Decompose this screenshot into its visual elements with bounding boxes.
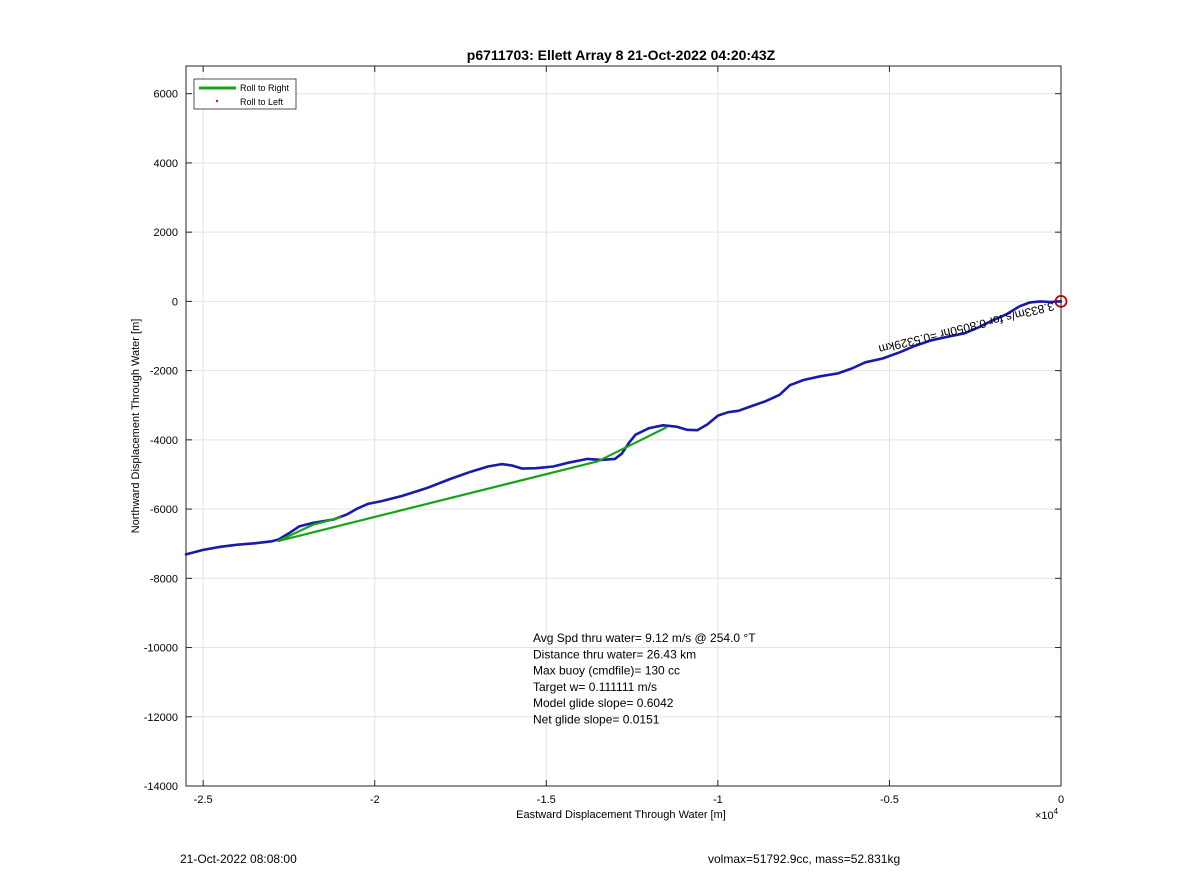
y-tick-label: -10000 bbox=[144, 643, 178, 655]
stats-line: Target w= 0.111111 m/s bbox=[533, 680, 657, 694]
x-tick-label: -1 bbox=[713, 794, 723, 806]
legend-label-roll-right: Roll to Right bbox=[240, 83, 290, 93]
stats-line: Model glide slope= 0.6042 bbox=[533, 696, 674, 710]
x-axis-exponent-power: 4 bbox=[1054, 807, 1059, 816]
y-tick-label: 4000 bbox=[154, 158, 178, 170]
y-axis-label: Northward Displacement Through Water [m] bbox=[130, 319, 142, 534]
tick-labels: -2.5 -2 -1.5 -1 -0.5 0 6000 4000 2000 0 -2000 -4000… bbox=[144, 66, 1064, 806]
y-tick-label: -8000 bbox=[150, 573, 178, 585]
x-axis-exponent: ×104 bbox=[1035, 807, 1059, 822]
legend-label-roll-left: Roll to Left bbox=[240, 97, 284, 107]
y-tick-label: -12000 bbox=[144, 712, 178, 724]
legend-swatch-roll-left bbox=[215, 99, 219, 103]
stats-line: Net glide slope= 0.0151 bbox=[533, 713, 660, 727]
stats-annotation: Avg Spd thru water= 9.12 m/s @ 254.0 °T D… bbox=[533, 631, 756, 727]
y-tick-label: -14000 bbox=[144, 781, 178, 793]
y-tick-label: 6000 bbox=[154, 89, 178, 101]
roll-right-segment bbox=[277, 516, 342, 543]
footer-timestamp: 21-Oct-2022 08:08:00 bbox=[180, 852, 297, 866]
x-tick-label: -2 bbox=[370, 794, 380, 806]
x-axis-label: Eastward Displacement Through Water [m] bbox=[516, 809, 726, 821]
y-tick-label: 2000 bbox=[154, 227, 178, 239]
x-axis-exponent-base: ×10 bbox=[1035, 810, 1054, 822]
plot-area bbox=[186, 66, 1061, 786]
track-line bbox=[184, 300, 1063, 556]
roll-right-segment bbox=[277, 426, 668, 543]
plot-frame bbox=[185, 65, 1062, 787]
y-tick-label: -6000 bbox=[150, 504, 178, 516]
y-tick-label: 0 bbox=[172, 296, 178, 308]
x-tick-label: -0.5 bbox=[880, 794, 899, 806]
stats-line: Max buoy (cmdfile)= 130 cc bbox=[533, 664, 680, 678]
y-tick-label: -4000 bbox=[150, 435, 178, 447]
x-tick-label: 0 bbox=[1058, 794, 1064, 806]
chart-title: p6711703: Ellett Array 8 21-Oct-2022 04:… bbox=[467, 47, 776, 63]
legend-box bbox=[193, 78, 297, 110]
x-tick-label: -2.5 bbox=[194, 794, 213, 806]
legend: Roll to Right Roll to Left bbox=[193, 78, 297, 110]
stats-line: Distance thru water= 26.43 km bbox=[533, 647, 696, 661]
x-tick-label: -1.5 bbox=[537, 794, 556, 806]
y-tick-label: -2000 bbox=[150, 366, 178, 378]
stats-line: Avg Spd thru water= 9.12 m/s @ 254.0 °T bbox=[533, 631, 756, 645]
footer-volume-mass: volmax=51792.9cc, mass=52.831kg bbox=[708, 852, 901, 866]
